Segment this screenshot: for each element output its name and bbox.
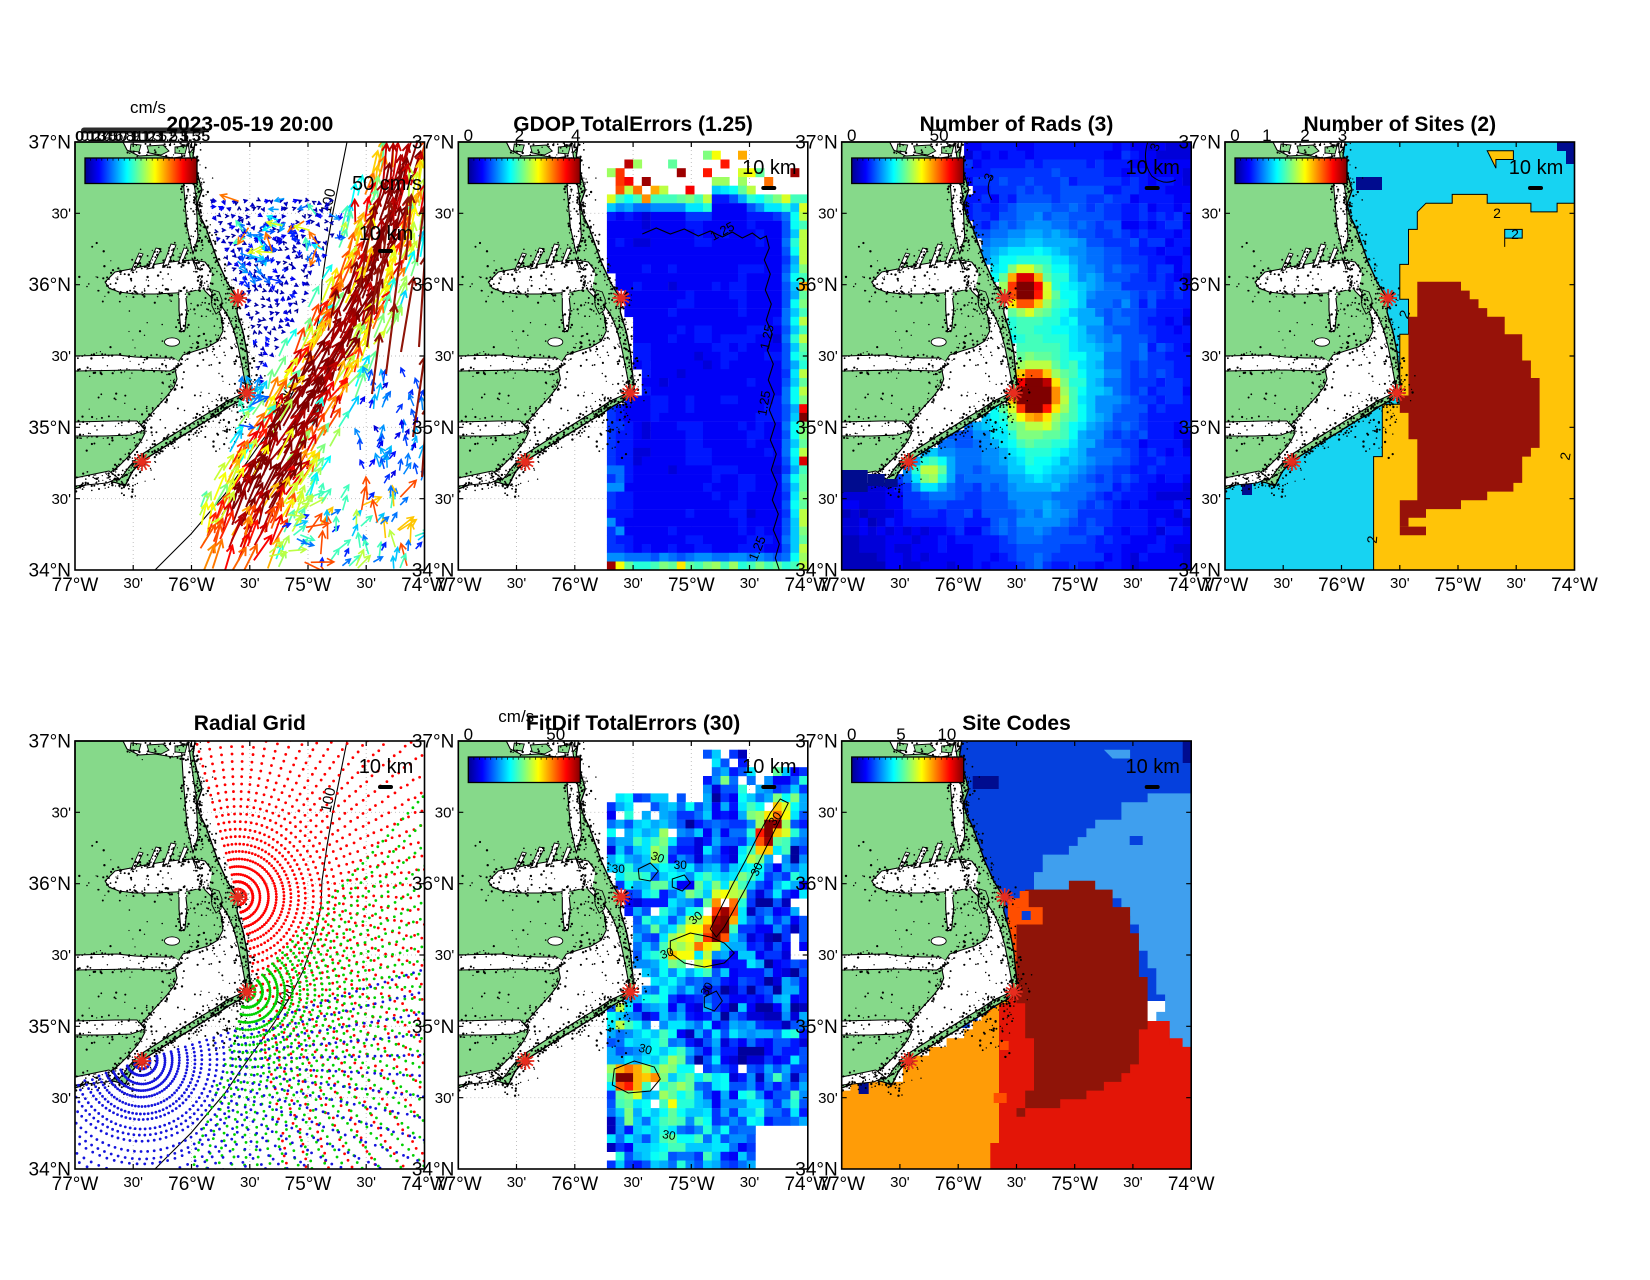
svg-text:Radial Grid: Radial Grid <box>194 712 306 735</box>
svg-text:100: 100 <box>318 187 340 215</box>
svg-text:1.35: 1.35 <box>180 128 209 145</box>
svg-text:2.5: 2.5 <box>168 128 189 145</box>
svg-text:2: 2 <box>1511 226 1519 242</box>
svg-text:5: 5 <box>896 725 905 744</box>
svg-text:cm/s: cm/s <box>130 98 166 117</box>
svg-text:0.4: 0.4 <box>91 128 112 145</box>
svg-text:FitDif TotalErrors (30): FitDif TotalErrors (30) <box>526 712 740 735</box>
svg-text:0.9: 0.9 <box>119 128 140 145</box>
svg-text:3.5: 3.5 <box>179 128 200 145</box>
svg-text:3: 3 <box>980 171 997 183</box>
svg-text:0.3: 0.3 <box>86 128 107 145</box>
svg-text:50 cm/s: 50 cm/s <box>352 173 422 195</box>
svg-text:1.5: 1.5 <box>157 128 178 145</box>
svg-text:3: 3 <box>1146 141 1163 153</box>
svg-text:2: 2 <box>1364 535 1381 544</box>
svg-text:30: 30 <box>612 862 626 876</box>
svg-text:1: 1 <box>1262 126 1271 145</box>
svg-text:30: 30 <box>649 848 667 866</box>
svg-text:2: 2 <box>1557 451 1574 462</box>
svg-text:0.5: 0.5 <box>97 128 118 145</box>
svg-text:2: 2 <box>169 128 177 145</box>
svg-text:2: 2 <box>1300 126 1309 145</box>
svg-text:0: 0 <box>76 128 84 145</box>
svg-text:2023-05-19 20:00: 2023-05-19 20:00 <box>166 113 333 136</box>
svg-text:2: 2 <box>1493 205 1501 221</box>
svg-text:0: 0 <box>1230 126 1239 145</box>
svg-text:0.8: 0.8 <box>113 128 134 145</box>
svg-text:2: 2 <box>515 126 524 145</box>
svg-text:0.7: 0.7 <box>108 128 129 145</box>
svg-text:cm/s: cm/s <box>498 707 534 726</box>
svg-text:3: 3 <box>1338 126 1347 145</box>
svg-text:1.2: 1.2 <box>135 128 156 145</box>
svg-text:10: 10 <box>937 725 956 744</box>
svg-text:1: 1 <box>158 128 166 145</box>
svg-text:1.1: 1.1 <box>130 128 151 145</box>
svg-text:50: 50 <box>930 126 949 145</box>
svg-text:1.3: 1.3 <box>141 128 162 145</box>
svg-text:1: 1 <box>131 128 139 145</box>
svg-text:30: 30 <box>658 944 676 962</box>
svg-text:1.25: 1.25 <box>754 389 773 417</box>
svg-text:0: 0 <box>847 126 856 145</box>
svg-text:30: 30 <box>748 860 766 878</box>
svg-text:Number of Rads (3): Number of Rads (3) <box>920 113 1114 136</box>
svg-text:30: 30 <box>661 1127 677 1143</box>
svg-text:30: 30 <box>637 1041 654 1058</box>
svg-text:10 km: 10 km <box>742 157 796 179</box>
svg-text:0.5: 0.5 <box>146 128 167 145</box>
svg-text:50: 50 <box>546 725 565 744</box>
svg-text:Site Codes: Site Codes <box>962 712 1071 735</box>
svg-text:GDOP TotalErrors (1.25): GDOP TotalErrors (1.25) <box>513 113 753 136</box>
svg-text:3: 3 <box>180 128 188 145</box>
svg-text:0: 0 <box>847 725 856 744</box>
svg-text:0.6: 0.6 <box>102 128 123 145</box>
svg-text:10 km: 10 km <box>742 756 796 778</box>
svg-text:0: 0 <box>464 126 473 145</box>
svg-text:10 km: 10 km <box>1125 157 1179 179</box>
svg-text:10 km: 10 km <box>359 756 413 778</box>
svg-text:30: 30 <box>697 979 716 998</box>
svg-text:1.25: 1.25 <box>757 323 777 351</box>
svg-text:Number of Sites (2): Number of Sites (2) <box>1304 113 1497 136</box>
svg-text:0: 0 <box>464 725 473 744</box>
svg-text:0.2: 0.2 <box>81 128 102 145</box>
svg-text:0.1: 0.1 <box>75 128 96 145</box>
svg-text:10 km: 10 km <box>359 223 413 245</box>
svg-text:10 km: 10 km <box>1509 157 1563 179</box>
svg-text:30: 30 <box>674 858 688 872</box>
svg-text:10 km: 10 km <box>1125 756 1179 778</box>
svg-text:5: 5 <box>202 128 210 145</box>
svg-text:4: 4 <box>571 126 580 145</box>
